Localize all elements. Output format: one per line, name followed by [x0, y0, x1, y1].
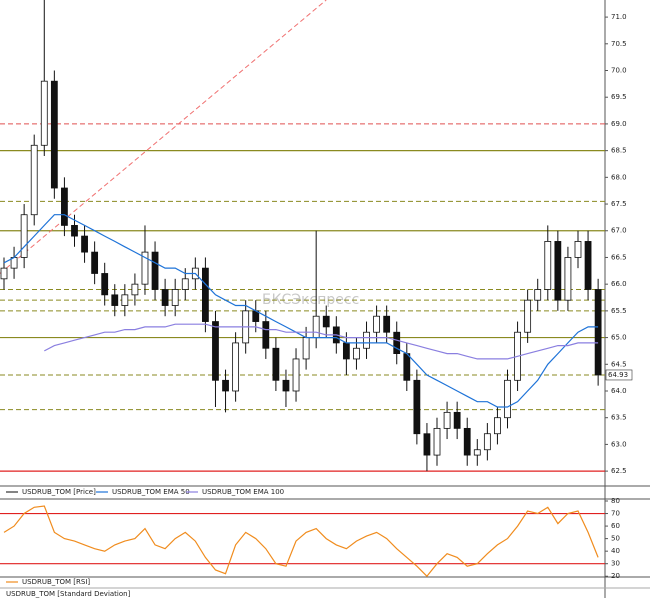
series-line — [3, 505, 599, 578]
y-tick-label: 70.0 — [611, 67, 627, 75]
candle-body — [373, 315, 380, 333]
y-tick-label: 70 — [611, 510, 620, 518]
watermark: БКСЭкспресс — [262, 292, 359, 308]
y-tick-label: 63.0 — [611, 440, 627, 448]
candle-body — [161, 289, 169, 306]
candle-body — [91, 251, 99, 274]
candle-body — [463, 427, 471, 456]
candle-body — [554, 241, 562, 301]
footer-legend: USDRUB_TOM [Standard Deviation] — [6, 590, 131, 598]
candle-body — [181, 278, 189, 290]
y-tick-label: 62.5 — [611, 467, 627, 475]
trendline — [0, 0, 327, 274]
legend-label: USDRUB_TOM EMA 100 — [202, 488, 284, 496]
candle-body — [121, 294, 129, 306]
candle-body — [141, 251, 149, 285]
y-tick-label: 68.0 — [611, 173, 627, 181]
y-tick-label: 20 — [611, 572, 620, 580]
candle-body — [101, 273, 109, 296]
candle-body — [443, 411, 451, 429]
y-tick-label: 66.0 — [611, 280, 627, 288]
y-tick-label: 70.5 — [611, 40, 627, 48]
candle-body — [594, 289, 602, 376]
y-tick-label: 63.5 — [611, 414, 627, 422]
candle-body — [342, 342, 350, 360]
y-tick-label: 66.5 — [611, 253, 627, 261]
candle-body — [302, 337, 310, 360]
y-tick-label: 67.5 — [611, 200, 627, 208]
y-tick-label: 69.5 — [611, 93, 627, 101]
candle-body — [524, 299, 532, 333]
candle-body — [61, 187, 68, 226]
candle-body — [272, 347, 280, 381]
y-tick-label: 60 — [611, 522, 620, 530]
y-tick-label: 50 — [611, 535, 620, 543]
y-tick-label: 71.0 — [611, 13, 627, 21]
y-tick-label: 65.5 — [611, 307, 627, 315]
y-tick-label: 64.0 — [611, 387, 627, 395]
candle-body — [433, 427, 441, 456]
candle-body — [413, 379, 421, 435]
candle-body — [423, 433, 431, 456]
y-tick-label: 64.5 — [611, 360, 627, 368]
candle-body — [363, 331, 370, 349]
y-tick-label: 65.0 — [611, 334, 627, 342]
candle-body — [151, 251, 159, 290]
legend-label: USDRUB_TOM EMA 50 — [112, 488, 190, 496]
candle-body — [473, 449, 481, 456]
y-tick-label: 80 — [611, 497, 620, 505]
candle-body — [212, 321, 219, 381]
candle-body — [171, 289, 179, 306]
candle-body — [81, 235, 88, 253]
candle-body — [232, 342, 240, 392]
y-tick-label: 30 — [611, 560, 620, 568]
candle-body — [393, 331, 401, 355]
series-line — [3, 214, 599, 408]
series-line — [44, 323, 599, 360]
candle-body — [544, 241, 552, 290]
candle-body — [534, 289, 542, 301]
candle-body — [222, 379, 229, 392]
candle-body — [353, 347, 360, 360]
legend-label: USDRUB_TOM [RSI] — [22, 578, 90, 586]
candle-body — [564, 257, 572, 301]
candle-body — [494, 417, 501, 435]
candle-body — [20, 214, 28, 258]
candle-body — [50, 80, 58, 189]
candle-body — [322, 315, 330, 328]
candle-body — [403, 353, 411, 381]
candle-body — [504, 379, 511, 419]
candle-body — [111, 294, 119, 306]
candle-body — [574, 241, 582, 258]
candle-body — [262, 321, 270, 349]
candle-body — [584, 241, 592, 290]
candle-body — [312, 315, 320, 338]
candle-body — [40, 80, 48, 146]
y-tick-label: 40 — [611, 547, 620, 555]
candle-body — [30, 144, 38, 216]
legend-label: USDRUB_TOM [Price] — [22, 488, 96, 496]
last-price-box — [605, 369, 633, 381]
candle-body — [131, 283, 139, 296]
candle-body — [201, 267, 209, 322]
candle-body — [453, 411, 461, 429]
last-price-label: 64.93 — [608, 371, 628, 379]
candle-body — [483, 433, 491, 451]
candle-body — [383, 315, 391, 333]
y-tick-label: 69.0 — [611, 120, 627, 128]
y-tick-label: 67.0 — [611, 227, 627, 235]
candle-body — [282, 379, 290, 392]
candle-body — [71, 225, 78, 237]
candle-body — [292, 358, 300, 392]
y-tick-label: 68.5 — [611, 147, 627, 155]
candle-body — [0, 267, 8, 280]
